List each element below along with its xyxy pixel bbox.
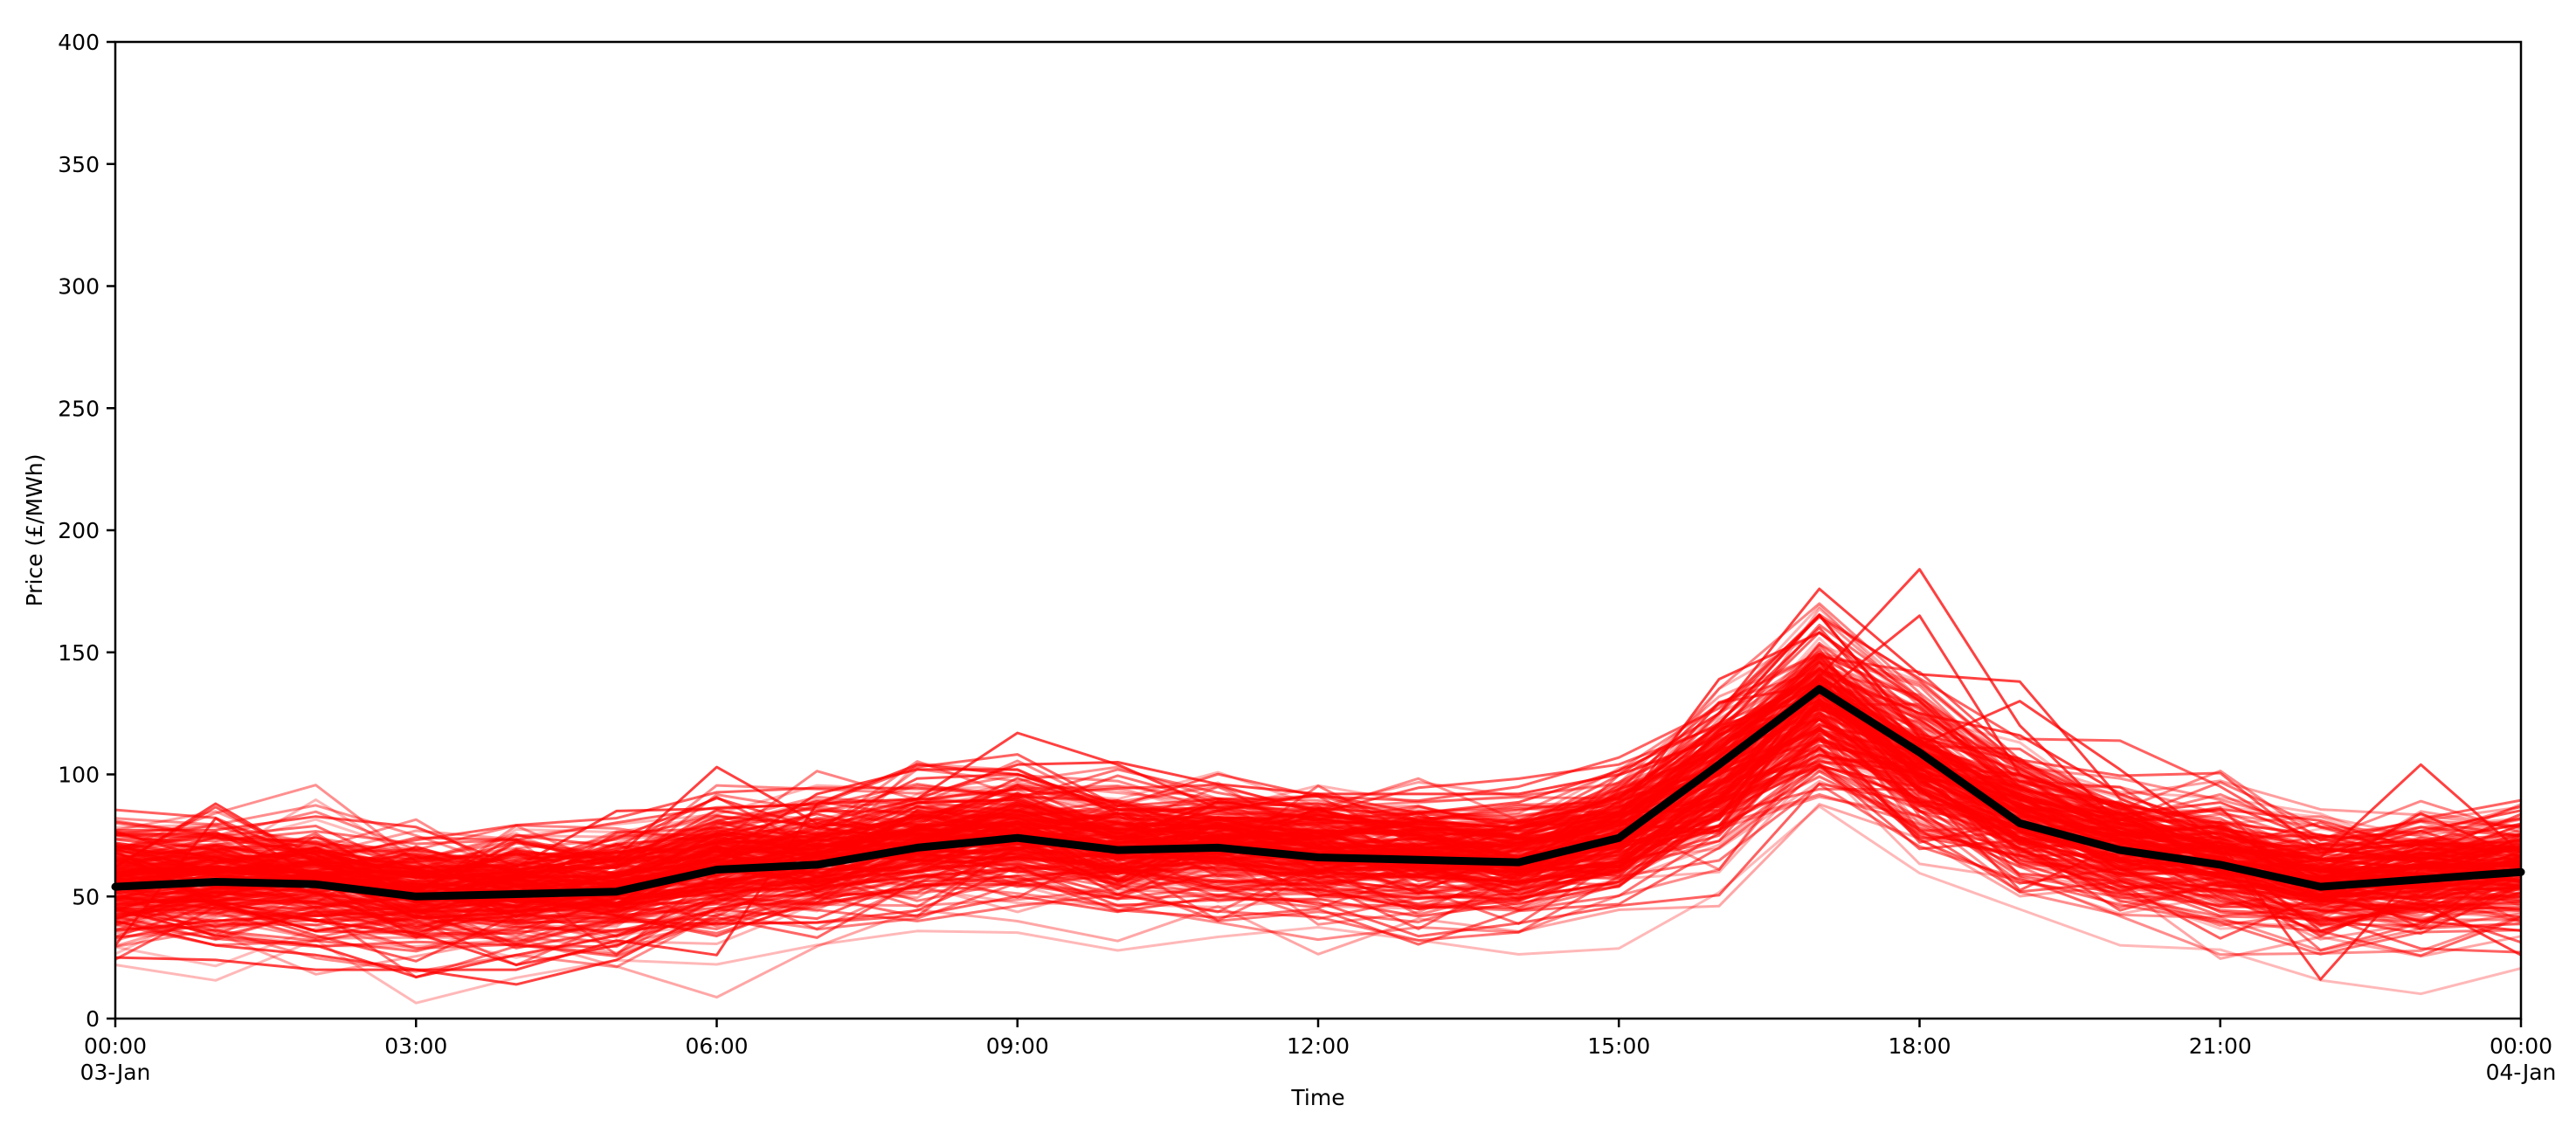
x-tick-label: 21:00 bbox=[2189, 1033, 2252, 1059]
ensemble-line bbox=[114, 659, 2522, 894]
ensemble-line bbox=[114, 667, 2522, 971]
ensemble-line bbox=[114, 700, 2522, 981]
x-tick-label: 15:00 bbox=[1587, 1033, 1650, 1059]
y-tick-label: 0 bbox=[86, 1006, 100, 1032]
ensemble-line bbox=[114, 743, 2522, 986]
y-axis-label: Price (£/MWh) bbox=[22, 454, 47, 607]
x-tick-label: 03:00 bbox=[384, 1033, 447, 1059]
ensemble-line bbox=[114, 614, 2522, 879]
ensemble-line bbox=[114, 746, 2522, 928]
y-tick-label: 300 bbox=[58, 274, 100, 300]
x-tick-sublabel: 03-Jan bbox=[80, 1060, 151, 1085]
x-tick-label: 00:00 bbox=[2490, 1033, 2552, 1059]
y-axis: 0 50 100 150 200 250 300 350 400 bbox=[58, 30, 115, 1032]
ensemble-lines bbox=[114, 568, 2522, 1005]
y-tick-label: 100 bbox=[58, 763, 100, 788]
y-tick-label: 150 bbox=[58, 640, 100, 666]
ensemble-line bbox=[114, 764, 2522, 963]
y-tick-label: 200 bbox=[58, 518, 100, 543]
ensemble-line bbox=[114, 783, 2522, 979]
ensemble-line bbox=[114, 698, 2522, 927]
x-tick-label: 12:00 bbox=[1287, 1033, 1350, 1059]
y-tick-label: 250 bbox=[58, 396, 100, 421]
ensemble-line bbox=[114, 655, 2522, 860]
y-tick-label: 400 bbox=[58, 30, 100, 55]
ensemble-line bbox=[114, 805, 2522, 1005]
ensemble-line bbox=[114, 729, 2522, 888]
ensemble-line bbox=[114, 684, 2522, 908]
ensemble-line bbox=[114, 700, 2522, 899]
mean-line-layer bbox=[111, 685, 2525, 901]
ensemble-line bbox=[114, 676, 2522, 885]
y-tick-label: 50 bbox=[72, 884, 100, 909]
ensemble-line bbox=[114, 682, 2522, 944]
ensemble-line bbox=[114, 631, 2522, 879]
x-tick-sublabel: 04-Jan bbox=[2486, 1060, 2557, 1085]
ensemble-line bbox=[114, 587, 2522, 886]
x-tick-label: 00:00 bbox=[84, 1033, 147, 1059]
x-axis-label: Time bbox=[1290, 1085, 1344, 1110]
ensemble-line bbox=[114, 753, 2522, 978]
x-tick-label: 09:00 bbox=[986, 1033, 1049, 1059]
y-tick-label: 350 bbox=[58, 152, 100, 177]
mean-line bbox=[111, 685, 2525, 901]
x-tick-label: 18:00 bbox=[1888, 1033, 1951, 1059]
x-tick-label: 06:00 bbox=[685, 1033, 748, 1059]
ensemble-line bbox=[114, 763, 2522, 932]
